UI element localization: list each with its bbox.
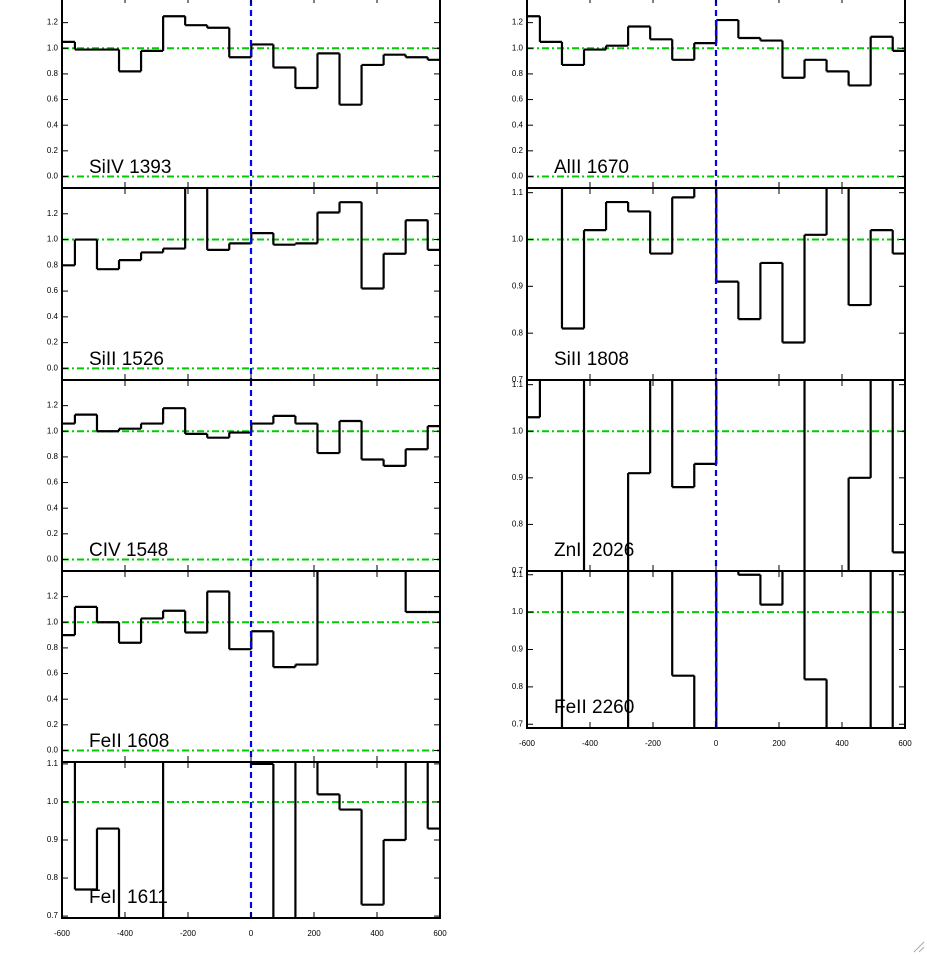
y-tick-label: 1.2: [47, 209, 59, 218]
y-tick-label: 1.1: [512, 380, 524, 389]
x-tick-label: -400: [117, 929, 134, 938]
y-tick-label: 1.2: [47, 401, 59, 410]
x-tick-label: 0: [249, 929, 254, 938]
y-tick-label: 0.2: [47, 720, 59, 729]
y-tick-label: 0.2: [47, 529, 59, 538]
y-tick-label: 1.0: [512, 607, 524, 616]
y-tick-label: 0.8: [47, 69, 59, 78]
y-tick-label: 0.9: [512, 473, 524, 482]
y-tick-label: 0.6: [47, 286, 59, 295]
y-tick-label: 0.6: [47, 669, 59, 678]
panel: 0.7 0.8 0.9 1.0 1.1 SiII 1808: [512, 187, 906, 384]
y-tick-label: 0.9: [47, 835, 59, 844]
y-tick-label: 0.0: [512, 172, 524, 181]
y-tick-label: 0.7: [512, 719, 524, 728]
y-tick-label: 0.2: [47, 146, 59, 155]
y-tick-label: 0.0: [47, 364, 59, 373]
y-tick-label: 1.0: [512, 426, 524, 435]
spectrum: [62, 407, 440, 467]
y-tick-label: 0.6: [47, 478, 59, 487]
y-tick-label: 0.2: [512, 146, 524, 155]
y-tick-label: 0.6: [512, 95, 524, 104]
spectrum: [62, 15, 440, 106]
panel-label: SiII 1526: [89, 349, 164, 370]
panel-label: FeII 2260: [554, 697, 634, 718]
y-tick-label: 1.2: [512, 18, 524, 27]
y-tick-label: 0.4: [47, 694, 59, 703]
panel-label: ZnII 2026: [554, 540, 634, 561]
x-tick-label: 400: [835, 739, 849, 748]
resize-grip: [913, 941, 925, 953]
panel-label: AlII 1670: [554, 157, 629, 178]
panel: 0.7 0.8 0.9 1.0 1.1 -600 -400 -200 0 200 400 600 FeI…: [512, 570, 912, 748]
panel-label: FeII 1608: [89, 731, 169, 752]
y-tick-label: 0.7: [512, 375, 524, 384]
x-tick-label: -600: [519, 739, 536, 748]
x-tick-label: 600: [433, 929, 447, 938]
y-tick-label: 0.0: [47, 172, 59, 181]
y-tick-label: 0.4: [47, 312, 59, 321]
spectrum: [73, 762, 440, 918]
y-tick-label: 1.1: [512, 570, 524, 579]
y-tick-label: 0.4: [47, 503, 59, 512]
y-tick-label: 1.1: [47, 759, 59, 768]
panel: 0.0 0.2 0.4 0.6 0.8 1.0 1.2 AlII 1670: [512, 0, 906, 189]
y-tick-label: 0.9: [512, 645, 524, 654]
y-tick-label: 0.7: [47, 911, 59, 920]
panel: 0.7 0.8 0.9 1.0 1.1 -600 -400 -200 0 200 400 600 FeI…: [47, 759, 447, 938]
y-tick-label: 0.6: [47, 95, 59, 104]
spectrum: [62, 571, 440, 669]
y-tick-label: 1.1: [512, 188, 524, 197]
panel: 0.0 0.2 0.4 0.6 0.8 1.0 1.2 CIV 1548: [47, 379, 441, 572]
x-tick-label: 0: [714, 739, 719, 748]
y-tick-label: 1.0: [47, 617, 59, 626]
y-tick-label: 0.8: [47, 643, 59, 652]
panel-label: SiII 1808: [554, 349, 629, 370]
x-tick-label: -200: [645, 739, 662, 748]
spectrum: [527, 15, 905, 87]
y-tick-label: 0.0: [47, 746, 59, 755]
y-tick-label: 0.8: [512, 69, 524, 78]
y-tick-label: 1.0: [47, 43, 59, 52]
x-tick-label: 600: [898, 739, 912, 748]
panel: 0.7 0.8 0.9 1.0 1.1 ZnII 2026: [512, 379, 906, 575]
panel: 0.0 0.2 0.4 0.6 0.8 1.0 1.2 SiII 1526: [47, 187, 441, 381]
y-tick-label: 0.8: [47, 452, 59, 461]
x-tick-label: -600: [54, 929, 71, 938]
y-tick-label: 0.8: [47, 873, 59, 882]
y-tick-label: 1.0: [512, 43, 524, 52]
panel-label: FeII 1611: [89, 887, 168, 908]
y-tick-label: 0.2: [47, 338, 59, 347]
x-tick-label: -400: [582, 739, 599, 748]
y-tick-label: 0.4: [512, 120, 524, 129]
spectrum: [527, 380, 905, 571]
panel-label: CIV 1548: [89, 540, 168, 561]
x-tick-label: 400: [370, 929, 384, 938]
y-tick-label: 1.2: [47, 18, 59, 27]
y-tick-label: 0.9: [512, 281, 524, 290]
y-tick-label: 0.4: [47, 120, 59, 129]
y-tick-label: 0.7: [512, 566, 524, 575]
x-tick-label: 200: [772, 739, 786, 748]
panel: 0.0 0.2 0.4 0.6 0.8 1.0 1.2 SiIV 1393: [47, 0, 441, 189]
y-tick-label: 1.2: [47, 592, 59, 601]
y-tick-label: 0.8: [47, 260, 59, 269]
y-tick-label: 1.0: [47, 235, 59, 244]
y-tick-label: 0.0: [47, 555, 59, 564]
y-tick-label: 0.8: [512, 520, 524, 529]
spectrum: [560, 188, 905, 344]
x-tick-label: -200: [180, 929, 197, 938]
y-tick-label: 0.8: [512, 328, 524, 337]
y-tick-label: 0.8: [512, 682, 524, 691]
panel: 0.0 0.2 0.4 0.6 0.8 1.0 1.2 FeII 1608: [47, 570, 441, 763]
y-tick-label: 1.0: [47, 797, 59, 806]
panel-label: SiIV 1393: [89, 157, 171, 178]
y-tick-label: 1.0: [512, 235, 524, 244]
y-tick-label: 1.0: [47, 426, 59, 435]
x-tick-label: 200: [307, 929, 321, 938]
spectrum: [62, 188, 440, 290]
spectrum: [560, 571, 894, 728]
